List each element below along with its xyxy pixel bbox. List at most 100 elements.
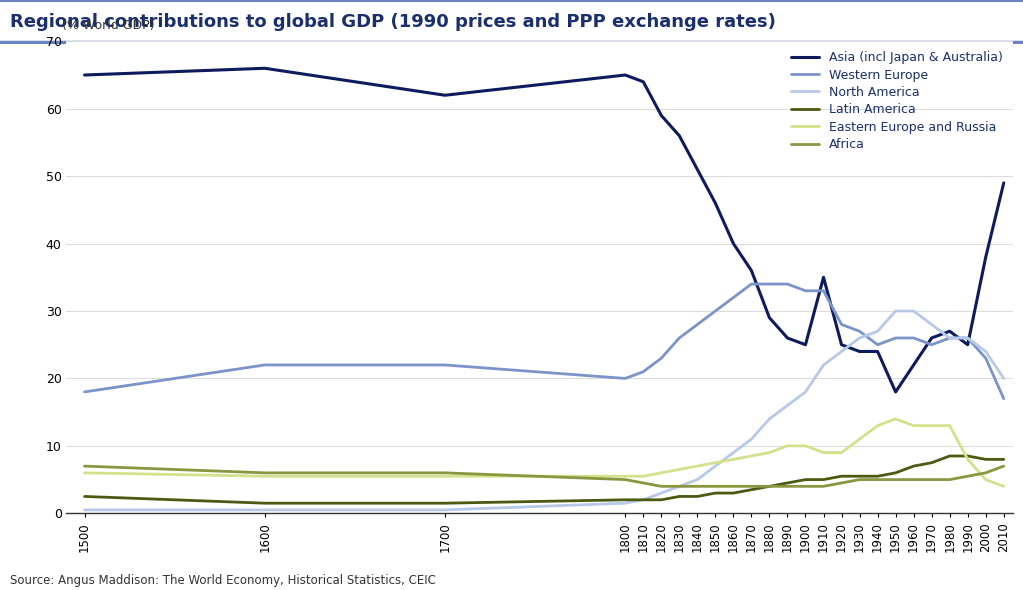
Africa: [763, 483, 775, 490]
Western Europe: [853, 327, 865, 335]
Latin America: [79, 493, 91, 500]
Africa: [962, 473, 974, 480]
Africa: [799, 483, 811, 490]
North America: [799, 388, 811, 395]
Latin America: [692, 493, 704, 500]
Asia (incl Japan & Australia): [889, 388, 901, 395]
Western Europe: [997, 395, 1010, 402]
Eastern Europe and Russia: [872, 422, 884, 429]
Latin America: [926, 459, 938, 466]
Latin America: [853, 473, 865, 480]
North America: [655, 490, 667, 497]
Eastern Europe and Russia: [637, 473, 650, 480]
Eastern Europe and Russia: [980, 476, 992, 483]
Eastern Europe and Russia: [889, 415, 901, 422]
Latin America: [637, 496, 650, 503]
Africa: [746, 483, 758, 490]
North America: [439, 506, 451, 513]
Asia (incl Japan & Australia): [673, 132, 685, 139]
Africa: [889, 476, 901, 483]
Latin America: [655, 496, 667, 503]
Eastern Europe and Russia: [439, 473, 451, 480]
Western Europe: [79, 388, 91, 395]
Asia (incl Japan & Australia): [692, 166, 704, 173]
Latin America: [997, 456, 1010, 463]
Latin America: [872, 473, 884, 480]
Western Europe: [709, 307, 721, 314]
Asia (incl Japan & Australia): [79, 71, 91, 78]
Eastern Europe and Russia: [692, 463, 704, 470]
Latin America: [799, 476, 811, 483]
Eastern Europe and Russia: [962, 456, 974, 463]
North America: [692, 476, 704, 483]
Asia (incl Japan & Australia): [836, 341, 848, 348]
Western Europe: [763, 280, 775, 287]
Latin America: [980, 456, 992, 463]
Text: (% World GDP): (% World GDP): [61, 19, 154, 32]
Africa: [673, 483, 685, 490]
Africa: [980, 469, 992, 476]
Line: North America: North America: [85, 311, 1004, 510]
Africa: [836, 480, 848, 487]
North America: [817, 362, 830, 369]
Asia (incl Japan & Australia): [763, 314, 775, 322]
Asia (incl Japan & Australia): [782, 335, 794, 342]
Legend: Asia (incl Japan & Australia), Western Europe, North America, Latin America, Eas: Asia (incl Japan & Australia), Western E…: [788, 48, 1007, 155]
Africa: [853, 476, 865, 483]
Africa: [692, 483, 704, 490]
Asia (incl Japan & Australia): [853, 348, 865, 355]
Eastern Europe and Russia: [943, 422, 955, 429]
North America: [872, 327, 884, 335]
Africa: [907, 476, 920, 483]
Eastern Europe and Russia: [782, 442, 794, 450]
Africa: [872, 476, 884, 483]
Asia (incl Japan & Australia): [997, 179, 1010, 186]
Eastern Europe and Russia: [619, 473, 631, 480]
Text: Source: Angus Maddison: The World Economy, Historical Statistics, CEIC: Source: Angus Maddison: The World Econom…: [10, 574, 436, 587]
Asia (incl Japan & Australia): [817, 274, 830, 281]
Western Europe: [746, 280, 758, 287]
Eastern Europe and Russia: [997, 483, 1010, 490]
Asia (incl Japan & Australia): [907, 362, 920, 369]
Western Europe: [980, 355, 992, 362]
Western Europe: [817, 287, 830, 294]
Asia (incl Japan & Australia): [980, 254, 992, 261]
North America: [889, 307, 901, 314]
Western Europe: [907, 335, 920, 342]
North America: [853, 335, 865, 342]
Eastern Europe and Russia: [673, 466, 685, 473]
Western Europe: [439, 362, 451, 369]
Asia (incl Japan & Australia): [637, 78, 650, 86]
Africa: [79, 463, 91, 470]
Latin America: [746, 486, 758, 493]
Eastern Europe and Russia: [655, 469, 667, 476]
Africa: [817, 483, 830, 490]
Eastern Europe and Russia: [746, 453, 758, 460]
Latin America: [727, 490, 740, 497]
Asia (incl Japan & Australia): [872, 348, 884, 355]
North America: [746, 435, 758, 442]
Africa: [709, 483, 721, 490]
North America: [926, 321, 938, 328]
Latin America: [259, 500, 271, 507]
Latin America: [817, 476, 830, 483]
Eastern Europe and Russia: [259, 473, 271, 480]
Latin America: [782, 480, 794, 487]
Africa: [782, 483, 794, 490]
North America: [962, 335, 974, 342]
Western Europe: [836, 321, 848, 328]
Latin America: [836, 473, 848, 480]
Western Europe: [655, 355, 667, 362]
Asia (incl Japan & Australia): [943, 327, 955, 335]
Asia (incl Japan & Australia): [799, 341, 811, 348]
Eastern Europe and Russia: [836, 449, 848, 456]
Africa: [619, 476, 631, 483]
North America: [619, 500, 631, 507]
Eastern Europe and Russia: [763, 449, 775, 456]
Africa: [439, 469, 451, 476]
North America: [79, 506, 91, 513]
Western Europe: [962, 335, 974, 342]
Asia (incl Japan & Australia): [619, 71, 631, 78]
Latin America: [439, 500, 451, 507]
Eastern Europe and Russia: [853, 435, 865, 442]
